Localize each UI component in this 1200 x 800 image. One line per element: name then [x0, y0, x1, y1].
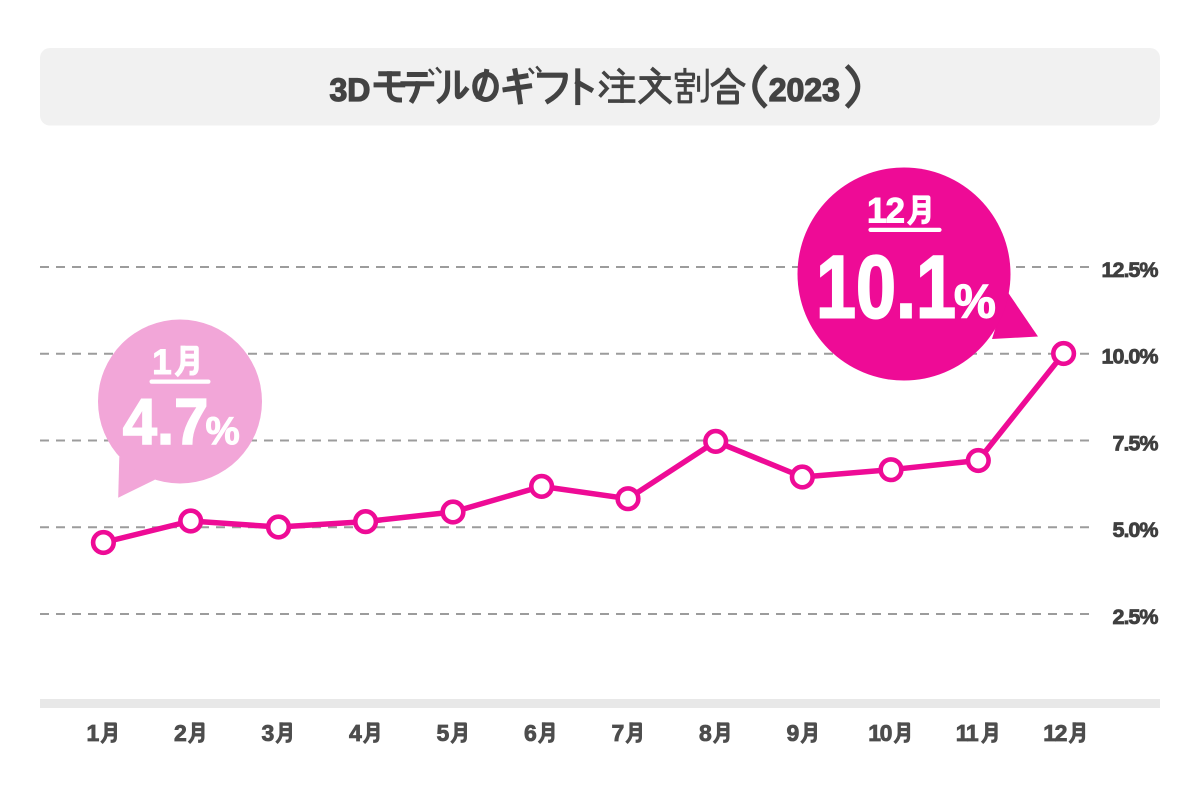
svg-text:4.7: 4.7	[123, 386, 209, 458]
svg-text:9: 9	[787, 720, 800, 746]
svg-text:6: 6	[524, 720, 537, 746]
svg-text:5.0%: 5.0%	[1112, 518, 1158, 542]
svg-text:10: 10	[868, 720, 891, 746]
svg-text:%: %	[206, 410, 240, 453]
svg-text:11: 11	[956, 720, 979, 746]
svg-text:1: 1	[87, 720, 100, 746]
svg-text:%: %	[954, 275, 996, 328]
svg-text:7: 7	[612, 720, 625, 746]
svg-text:10.1: 10.1	[816, 237, 956, 337]
svg-text:2: 2	[174, 720, 187, 746]
svg-text:10.0%: 10.0%	[1102, 345, 1159, 369]
svg-text:8: 8	[699, 720, 712, 746]
svg-text:2023: 2023	[769, 72, 840, 108]
svg-text:7.5%: 7.5%	[1112, 431, 1158, 455]
svg-text:12: 12	[867, 192, 904, 231]
svg-text:2.5%: 2.5%	[1112, 605, 1158, 629]
svg-text:12.5%: 12.5%	[1102, 258, 1159, 282]
svg-text:5: 5	[437, 720, 450, 746]
svg-text:3: 3	[262, 720, 275, 746]
svg-text:4: 4	[349, 720, 362, 746]
svg-text:1: 1	[152, 343, 171, 382]
svg-text:12: 12	[1043, 720, 1066, 746]
svg-text:3D: 3D	[330, 72, 371, 108]
